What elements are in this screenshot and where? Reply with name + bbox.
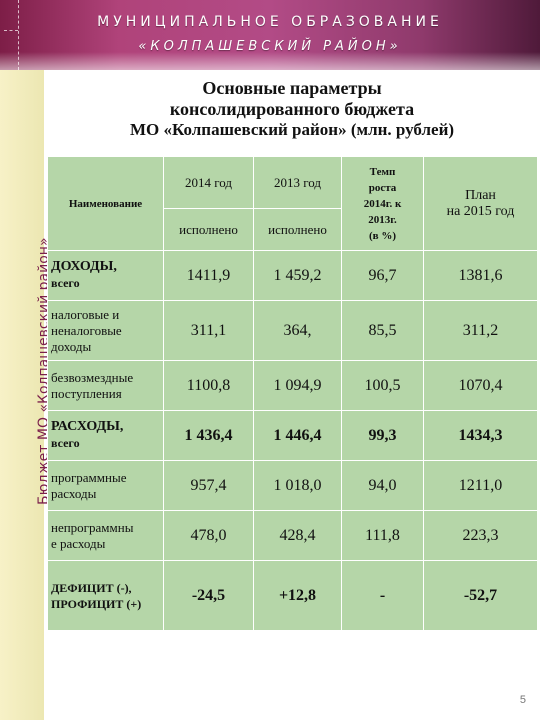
cell-2013: 1 446,4 <box>253 410 342 461</box>
cell-2014: 311,1 <box>163 300 254 361</box>
row-label: налоговые и неналоговые доходы <box>47 300 164 361</box>
cell-2014: -24,5 <box>163 560 254 631</box>
row-label: РАСХОДЫ, всего <box>47 410 164 461</box>
header-year-2013: 2013 год <box>253 156 342 209</box>
cell-rate: 85,5 <box>341 300 424 361</box>
sidebar-band <box>0 70 44 720</box>
cell-rate: 94,0 <box>341 460 424 511</box>
cell-plan: 311,2 <box>423 300 538 361</box>
cell-rate: 111,8 <box>341 510 424 561</box>
table-row-nonprogram-expenses: непрограммны е расходы 478,0 428,4 111,8 … <box>47 510 538 561</box>
decorative-dashed-line <box>18 0 19 70</box>
cell-2013: 428,4 <box>253 510 342 561</box>
header-year-2014: 2014 год <box>163 156 254 209</box>
row-label: программные расходы <box>47 460 164 511</box>
table-row-grants: безвозмездные поступления 1100,8 1 094,9 … <box>47 360 538 411</box>
cell-2013: 1 018,0 <box>253 460 342 511</box>
page-title-line1: Основные параметры <box>202 78 382 98</box>
header-executed-2014: исполнено <box>163 208 254 251</box>
table-subheader-row: исполнено исполнено <box>48 208 538 251</box>
cell-rate: 100,5 <box>341 360 424 411</box>
budget-table: Наименование 2014 год 2013 год Темп рост… <box>47 156 538 631</box>
cell-2013: 1 459,2 <box>253 250 342 301</box>
cell-2014: 957,4 <box>163 460 254 511</box>
row-label: безвозмездные поступления <box>47 360 164 411</box>
cell-plan: 1381,6 <box>423 250 538 301</box>
header-band: МУНИЦИПАЛЬНОЕ ОБРАЗОВАНИЕ «КОЛПАШЕВСКИЙ … <box>0 0 540 70</box>
cell-2013: 364, <box>253 300 342 361</box>
row-label: ДОХОДЫ, всего <box>47 250 164 301</box>
cell-plan: 1211,0 <box>423 460 538 511</box>
cell-plan: 1070,4 <box>423 360 538 411</box>
cell-2013: 1 094,9 <box>253 360 342 411</box>
cell-plan: -52,7 <box>423 560 538 631</box>
table-row-program-expenses: программные расходы 957,4 1 018,0 94,0 12… <box>47 460 538 511</box>
row-label: ДЕФИЦИТ (-), ПРОФИЦИТ (+) <box>47 560 164 631</box>
header-name: Наименование <box>47 156 164 251</box>
cell-plan: 1434,3 <box>423 410 538 461</box>
cell-2014: 1100,8 <box>163 360 254 411</box>
cell-rate: 96,7 <box>341 250 424 301</box>
cell-2014: 1 436,4 <box>163 410 254 461</box>
row-label: непрограммны е расходы <box>47 510 164 561</box>
cell-2014: 478,0 <box>163 510 254 561</box>
page-title-line3: МО «Колпашевский район» (млн. рублей) <box>129 120 455 139</box>
cell-plan: 223,3 <box>423 510 538 561</box>
cell-rate: 99,3 <box>341 410 424 461</box>
page-number: 5 <box>519 694 526 706</box>
header-district: «КОЛПАШЕВСКИЙ РАЙОН» <box>138 39 402 54</box>
header-executed-2013: исполнено <box>253 208 342 251</box>
header-municipality: МУНИЦИПАЛЬНОЕ ОБРАЗОВАНИЕ <box>97 14 443 30</box>
table-row-revenue: ДОХОДЫ, всего 1411,9 1 459,2 96,7 1381,6 <box>47 250 538 301</box>
table-header-row: Наименование 2014 год 2013 год Темп рост… <box>47 156 538 251</box>
table-row-expenses: РАСХОДЫ, всего 1 436,4 1 446,4 99,3 1434,… <box>47 410 538 461</box>
table-row-tax-revenue: налоговые и неналоговые доходы 311,1 364, … <box>47 300 538 361</box>
header-growth-rate: Темп роста 2014г. к 2013г. (в %) <box>341 156 424 251</box>
decorative-dashed-line <box>4 30 18 31</box>
header-plan-2015: План на 2015 год <box>423 156 538 251</box>
page-title-line2: консолидированного бюджета <box>169 99 415 119</box>
cell-2014: 1411,9 <box>163 250 254 301</box>
cell-rate: - <box>341 560 424 631</box>
table-row-deficit: ДЕФИЦИТ (-), ПРОФИЦИТ (+) -24,5 +12,8 - -… <box>47 560 538 631</box>
cell-2013: +12,8 <box>253 560 342 631</box>
